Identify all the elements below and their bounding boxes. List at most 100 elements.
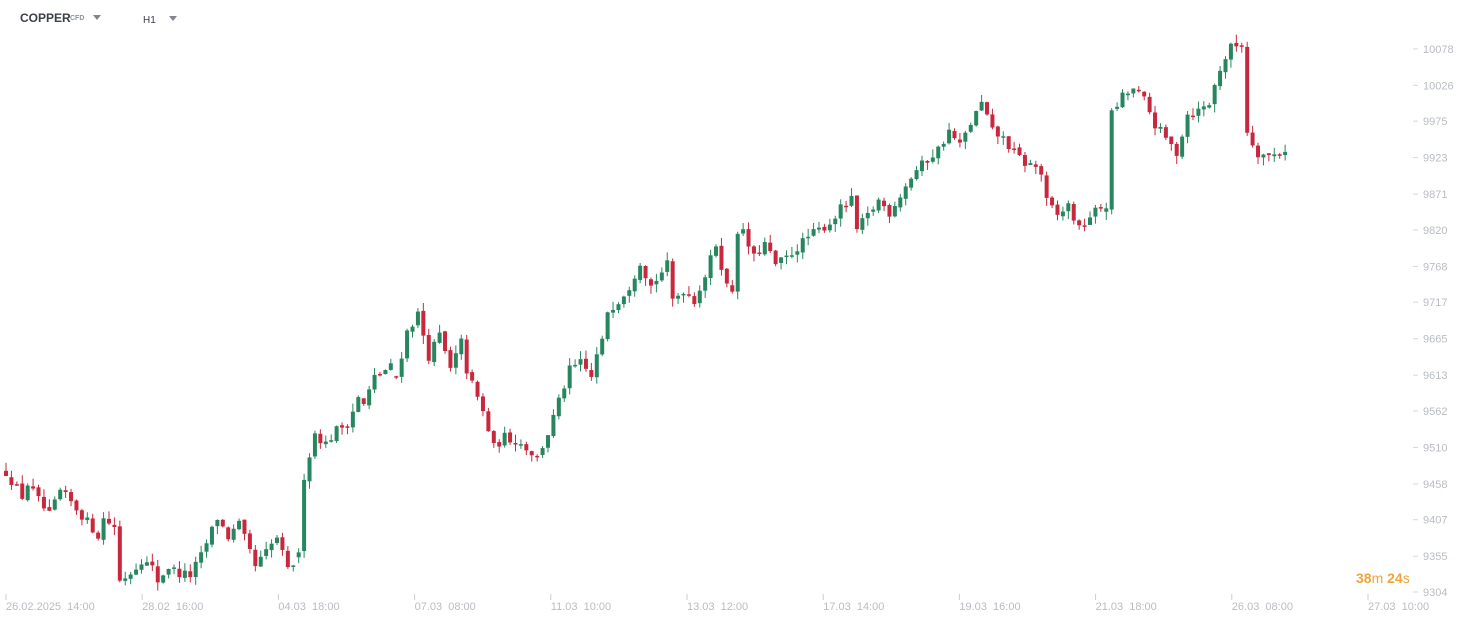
candle[interactable] — [41, 489, 46, 512]
candle[interactable] — [724, 267, 729, 288]
candle[interactable] — [394, 375, 399, 380]
candle[interactable] — [513, 434, 518, 452]
candle[interactable] — [854, 195, 859, 233]
candle[interactable] — [101, 512, 106, 545]
candle[interactable] — [529, 450, 534, 462]
candle[interactable] — [594, 347, 599, 384]
candle[interactable] — [242, 519, 247, 541]
candle[interactable] — [1174, 142, 1179, 164]
candle[interactable] — [1283, 144, 1288, 161]
candle[interactable] — [838, 199, 843, 227]
candle[interactable] — [117, 520, 122, 583]
candle[interactable] — [936, 145, 941, 165]
candle[interactable] — [307, 453, 312, 489]
candle[interactable] — [231, 524, 236, 543]
candle[interactable] — [177, 561, 182, 583]
candle[interactable] — [551, 409, 556, 438]
candle[interactable] — [1088, 211, 1092, 226]
candle[interactable] — [784, 250, 789, 265]
candle[interactable] — [990, 108, 995, 130]
candle[interactable] — [562, 385, 567, 402]
symbol-dropdown-chevron-icon[interactable] — [93, 15, 101, 20]
candle[interactable] — [578, 351, 583, 372]
candle[interactable] — [247, 529, 252, 554]
candle[interactable] — [302, 473, 307, 558]
candle[interactable] — [215, 519, 220, 535]
candle[interactable] — [150, 553, 155, 572]
candle[interactable] — [172, 564, 177, 575]
candle[interactable] — [546, 435, 550, 453]
candle[interactable] — [789, 246, 794, 259]
candle[interactable] — [188, 564, 193, 583]
candle[interactable] — [779, 257, 784, 270]
candle[interactable] — [502, 426, 507, 448]
candle[interactable] — [388, 358, 393, 371]
candle[interactable] — [1185, 111, 1190, 144]
candle[interactable] — [871, 206, 876, 216]
candle[interactable] — [865, 206, 870, 226]
timeframe-selector[interactable]: H1 — [143, 15, 156, 26]
candle[interactable] — [90, 513, 95, 534]
candle[interactable] — [226, 526, 231, 542]
candle[interactable] — [291, 564, 296, 572]
candle[interactable] — [334, 425, 339, 444]
candle[interactable] — [795, 244, 800, 263]
candle[interactable] — [860, 213, 865, 235]
candle[interactable] — [638, 262, 643, 284]
candle[interactable] — [1022, 151, 1027, 173]
candle[interactable] — [925, 159, 930, 170]
candle[interactable] — [475, 380, 480, 401]
candle[interactable] — [914, 166, 919, 181]
candle[interactable] — [182, 563, 187, 582]
candle[interactable] — [947, 122, 952, 145]
candle[interactable] — [773, 249, 778, 267]
candle[interactable] — [1190, 108, 1195, 121]
candle[interactable] — [648, 277, 653, 294]
candle[interactable] — [318, 429, 323, 449]
candle[interactable] — [1207, 102, 1212, 109]
candle[interactable] — [63, 485, 68, 499]
candle[interactable] — [356, 395, 361, 413]
candle[interactable] — [567, 358, 572, 395]
candle[interactable] — [518, 439, 523, 449]
candle[interactable] — [995, 125, 1000, 145]
candle[interactable] — [1201, 101, 1206, 117]
candle[interactable] — [643, 265, 648, 286]
candle[interactable] — [1163, 124, 1168, 141]
candle[interactable] — [139, 559, 144, 574]
candle[interactable] — [719, 237, 724, 276]
candle[interactable] — [1028, 159, 1033, 166]
candle[interactable] — [405, 328, 410, 362]
candle[interactable] — [280, 532, 285, 556]
candle[interactable] — [611, 301, 616, 319]
candle[interactable] — [96, 530, 101, 541]
candle[interactable] — [985, 101, 990, 116]
candle[interactable] — [1180, 134, 1185, 160]
candle[interactable] — [600, 335, 605, 357]
candle[interactable] — [1131, 88, 1136, 98]
symbol-name[interactable]: COPPER — [20, 11, 71, 25]
candle[interactable] — [1277, 152, 1282, 159]
candle[interactable] — [708, 249, 713, 286]
candle[interactable] — [193, 556, 198, 585]
candle[interactable] — [605, 311, 610, 342]
candle[interactable] — [806, 228, 811, 246]
candle[interactable] — [437, 324, 442, 344]
candle[interactable] — [296, 548, 301, 564]
candle[interactable] — [285, 546, 290, 569]
candle[interactable] — [746, 222, 751, 255]
candle[interactable] — [264, 541, 269, 560]
candle[interactable] — [676, 292, 681, 304]
candle[interactable] — [47, 499, 52, 512]
candle[interactable] — [312, 430, 317, 459]
candle[interactable] — [1158, 123, 1163, 133]
candle[interactable] — [1115, 102, 1120, 111]
candle[interactable] — [269, 539, 274, 558]
candle[interactable] — [556, 394, 561, 420]
candle[interactable] — [453, 345, 458, 375]
candle[interactable] — [399, 351, 404, 383]
candle[interactable] — [1250, 125, 1255, 148]
candle[interactable] — [827, 218, 832, 233]
candle[interactable] — [952, 128, 957, 140]
candle[interactable] — [199, 545, 204, 569]
